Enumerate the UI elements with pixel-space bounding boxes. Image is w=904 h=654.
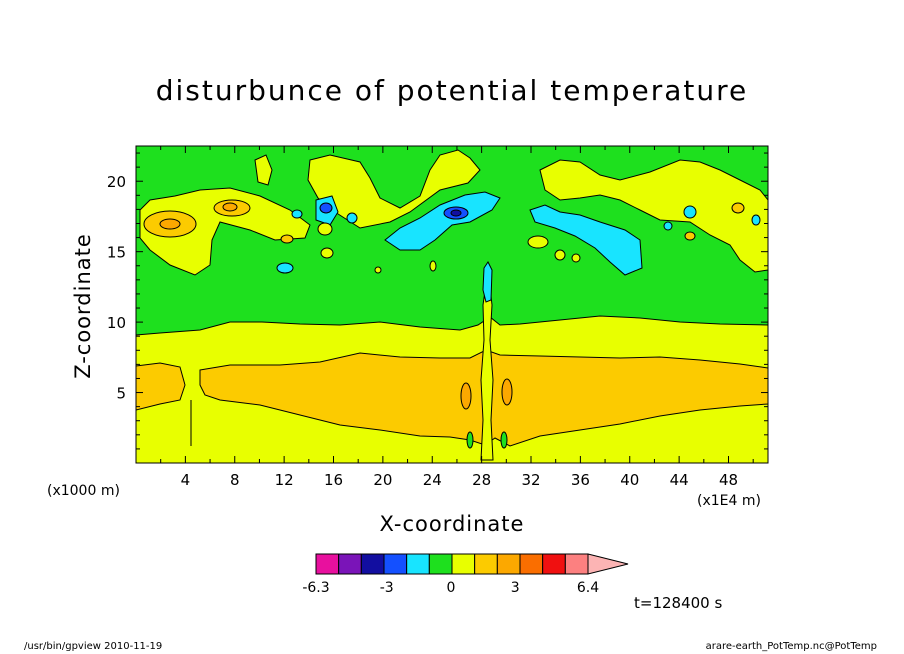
field-cold-anomaly-small1 [276, 262, 294, 274]
colorbar-label: 0 [446, 580, 455, 596]
colorbar-swatch [542, 553, 566, 575]
x-tick-label: 32 [521, 471, 540, 489]
colorbar-swatch [360, 553, 385, 575]
field-warm-spot-left [460, 382, 472, 410]
colorbar-swatch [451, 553, 476, 575]
x-tick-label: 8 [230, 471, 240, 489]
x-tick-label: 28 [472, 471, 491, 489]
y-tick-label: 15 [107, 244, 126, 262]
field-warm-anomaly-right [731, 202, 745, 214]
x-tick-label: 20 [373, 471, 392, 489]
field-warm-anomaly-right2 [684, 231, 696, 241]
colorbar-swatch [383, 553, 408, 575]
x-tick-label: 12 [275, 471, 294, 489]
x-tick-label: 40 [620, 471, 639, 489]
x-tick-label: 44 [670, 471, 689, 489]
contour-field [136, 146, 768, 463]
colorbar-swatch [338, 553, 362, 575]
y-tick-label: 10 [107, 314, 126, 332]
field-yellow-island5 [429, 260, 437, 272]
colorbar-swatch [406, 553, 430, 575]
x-axis: 4 8 12 16 20 24 28 32 36 40 44 48 [160, 146, 754, 489]
field-cold-anomaly-small2 [291, 209, 303, 219]
colorbar-swatch [564, 553, 589, 575]
colorbar-label: 3 [511, 580, 520, 596]
field-warm-spot-right [501, 378, 513, 406]
chart-title: disturbunce of potential temperature [155, 74, 749, 107]
y-tick-label: 5 [116, 385, 126, 403]
colorbar: -6.3 -3 0 3 6.4 [302, 553, 629, 596]
x-unit-left: (x1000 m) [47, 483, 120, 499]
colorbar-swatch [428, 553, 453, 575]
field-upper-yellow-far-left [254, 154, 273, 186]
field-cold-core-left [319, 202, 333, 214]
time-label: t=128400 s [634, 594, 723, 612]
field-cold-anomaly-right [529, 204, 643, 276]
footer-source: arare-earth_PotTemp.nc@PotTemp [705, 641, 877, 652]
colorbar-label: -3 [380, 580, 394, 596]
x-tick-label: 16 [324, 471, 343, 489]
x-tick-label: 36 [571, 471, 590, 489]
x-tick-label: 48 [719, 471, 738, 489]
field-warm-anomaly-mid-core [222, 202, 238, 212]
field-cold-anomaly-small6 [663, 221, 673, 231]
field-warm-anomaly-small [280, 234, 294, 244]
field-upper-yellow-left [139, 187, 311, 276]
x-tick-label: 4 [181, 471, 191, 489]
field-yellow-island2 [317, 222, 333, 236]
field-green-spot-right [500, 431, 508, 449]
x-tick-label: 24 [423, 471, 442, 489]
colorbar-label: -6.3 [302, 580, 329, 596]
y-axis: 5 10 15 20 [107, 152, 768, 450]
field-yellow-island4 [554, 249, 566, 261]
colorbar-swatch [474, 553, 498, 575]
x-unit-right: (x1E4 m) [697, 493, 761, 509]
footer-program: /usr/bin/gpview 2010-11-19 [24, 641, 163, 652]
field-cold-plume [482, 261, 493, 303]
field-yellow-island7 [571, 253, 581, 263]
field-upper-yellow-center [307, 149, 481, 229]
colorbar-swatch [496, 553, 521, 575]
field-yellow-island6 [374, 266, 382, 274]
colorbar-swatch [315, 553, 340, 575]
field-cold-anomaly-small3 [346, 212, 358, 224]
field-warm-core [136, 362, 186, 411]
x-axis-label: X-coordinate [379, 512, 525, 536]
colorbar-extend-arrow [587, 553, 629, 575]
colorbar-label: 6.4 [577, 580, 599, 596]
plot-frame [135, 145, 769, 464]
field-yellow-island3 [527, 235, 549, 249]
field-green-spot-left [466, 431, 474, 449]
field-cold-anomaly-small5 [751, 214, 761, 226]
field-cold-core-center-deep [450, 209, 462, 217]
field-yellow-island1 [320, 247, 334, 259]
y-tick-label: 20 [107, 173, 126, 191]
field-warm-anomaly-left-core [159, 218, 181, 230]
field-upper-yellow-right [539, 159, 768, 273]
colorbar-swatch [519, 553, 544, 575]
field-cold-anomaly-center [384, 191, 501, 251]
field-cold-anomaly-small4 [683, 205, 697, 219]
